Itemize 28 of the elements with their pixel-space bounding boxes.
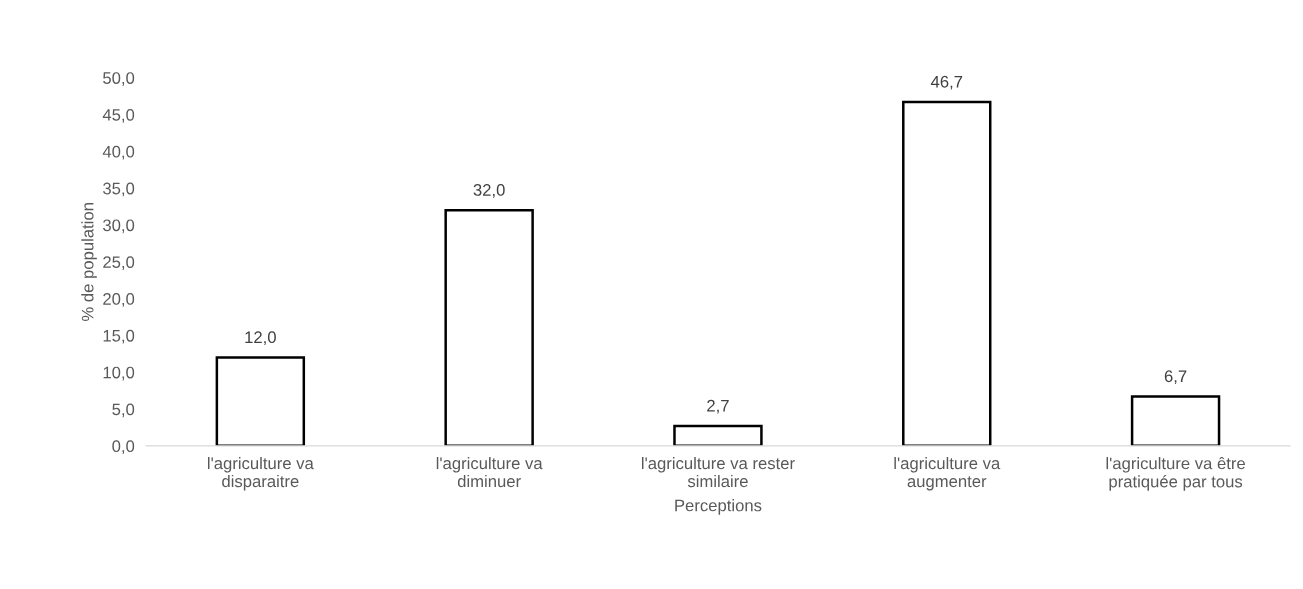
x-tick-label: l'agriculture va augmenter	[894, 456, 1001, 491]
bar	[902, 100, 992, 446]
bar	[673, 424, 763, 446]
y-tick-label: 15,0	[103, 329, 135, 344]
y-tick-label: 10,0	[103, 366, 135, 381]
x-tick-label: l'agriculture va être pratiquée par tous	[1106, 456, 1245, 491]
y-tick-label: 40,0	[102, 145, 135, 160]
y-tick-label: 45,0	[102, 108, 135, 123]
data-label: 6,7	[1164, 370, 1187, 385]
x-tick-label: l'agriculture va disparaitre	[208, 456, 314, 491]
y-tick-label: 30,0	[103, 219, 135, 234]
data-label: 12,0	[245, 331, 276, 346]
y-tick-label: 5,0	[112, 403, 135, 418]
data-label: 46,7	[930, 75, 963, 90]
x-tick-label: l'agriculture va rester similaire	[642, 456, 795, 488]
y-tick-label: 35,0	[103, 182, 135, 197]
bar	[1130, 395, 1221, 446]
data-label: 2,7	[707, 399, 729, 414]
y-tick-label: 20,0	[103, 293, 135, 307]
x-axis-title: Perceptions	[675, 499, 762, 515]
bar	[215, 356, 306, 446]
y-axis-title: % de population	[81, 203, 97, 321]
y-tick-label: 0,0	[112, 440, 135, 455]
y-tick-label: 25,0	[103, 256, 135, 270]
y-tick-label: 50,0	[103, 72, 135, 86]
x-tick-label: l'agriculture va diminuer	[436, 456, 543, 488]
data-label: 32,0	[473, 184, 505, 198]
bar	[444, 209, 534, 446]
